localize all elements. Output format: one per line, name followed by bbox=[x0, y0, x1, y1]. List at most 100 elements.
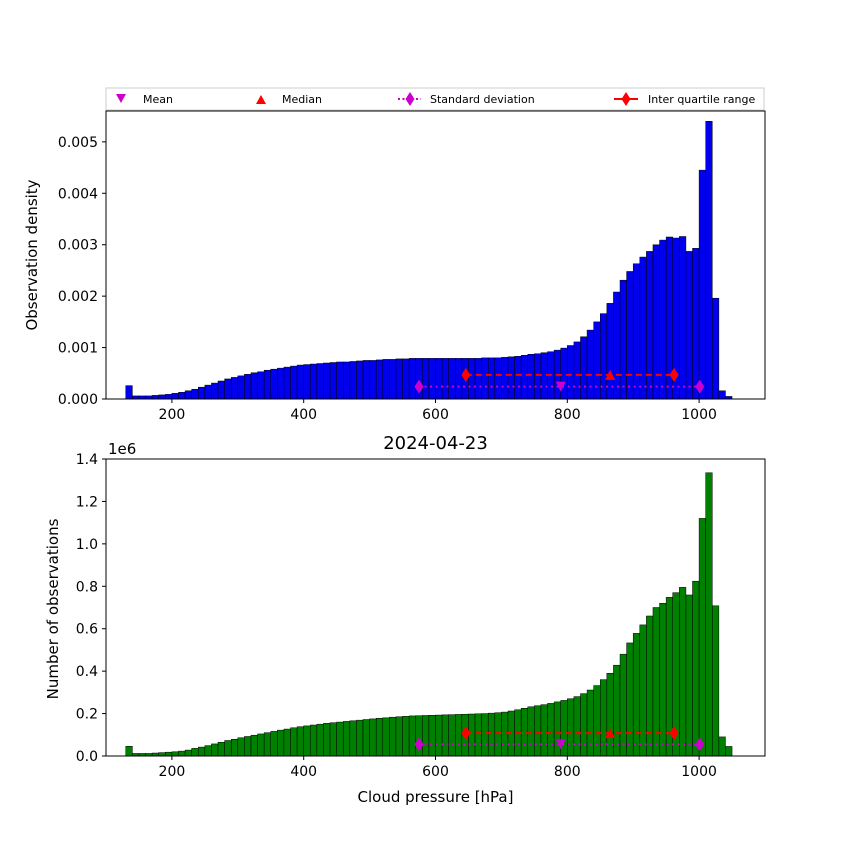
top-y-tick-label: 0.002 bbox=[58, 289, 98, 305]
top-histogram-bar bbox=[310, 363, 318, 400]
top-histogram-bar bbox=[698, 169, 706, 400]
top-histogram-bar bbox=[217, 380, 225, 400]
bottom-histogram-bar bbox=[586, 689, 594, 757]
bottom-histogram-bar bbox=[283, 728, 291, 757]
top-y-tick-label: 0.005 bbox=[58, 135, 98, 151]
top-histogram-bar bbox=[435, 358, 443, 400]
top-histogram-bar bbox=[303, 364, 311, 400]
top-histogram-bar bbox=[125, 385, 133, 400]
bottom-y-tick-label: 1.4 bbox=[76, 452, 98, 468]
bottom-histogram-bar bbox=[553, 701, 561, 757]
top-histogram-bar bbox=[606, 303, 614, 400]
bottom-histogram-bar bbox=[310, 724, 318, 757]
top-histogram-bar bbox=[441, 358, 449, 400]
top-std-high-marker bbox=[695, 379, 705, 394]
top-histogram-bar bbox=[250, 372, 258, 400]
top-histogram-bar bbox=[487, 357, 496, 400]
top-histogram-bar bbox=[468, 358, 476, 400]
bottom-histogram-bar bbox=[171, 751, 179, 757]
top-histogram-bar bbox=[184, 390, 192, 400]
top-histogram-bar bbox=[323, 362, 331, 400]
bottom-histogram-bar bbox=[626, 642, 634, 757]
bottom-histogram-bar bbox=[191, 748, 199, 757]
top-histogram-bar bbox=[619, 279, 627, 400]
bottom-y-tick-label: 0.8 bbox=[76, 579, 98, 595]
top-std-low-marker bbox=[414, 379, 424, 394]
bottom-histogram-bar bbox=[448, 714, 456, 757]
top-histogram-bar bbox=[336, 361, 344, 400]
bottom-histogram-bar bbox=[158, 752, 166, 757]
bottom-histogram-bar bbox=[382, 717, 390, 757]
top-histogram-bar bbox=[375, 359, 384, 400]
bottom-histogram-bar bbox=[356, 719, 364, 757]
bottom-y-axis-label: Number of observations bbox=[44, 518, 62, 699]
bottom-histogram-bar bbox=[705, 472, 713, 757]
bottom-histogram-bar bbox=[204, 745, 212, 757]
top-histogram-bar bbox=[382, 359, 390, 400]
bottom-y-tick-label: 1.2 bbox=[76, 494, 98, 510]
top-mean-marker bbox=[555, 381, 566, 392]
bottom-chart-panel: 2024-04-23 1e6 200 400 600 800 1000 0.00.20.… bbox=[44, 433, 766, 806]
top-histogram-bar bbox=[283, 366, 291, 400]
bottom-histogram-bar bbox=[362, 719, 370, 757]
bottom-histogram-bars bbox=[125, 472, 733, 757]
bottom-histogram-bar bbox=[560, 700, 568, 757]
legend: Mean Median Standard deviation Inter qua… bbox=[105, 87, 765, 111]
bottom-histogram-bar bbox=[435, 714, 443, 757]
bottom-histogram-bar bbox=[422, 715, 430, 757]
legend-label-std: Standard deviation bbox=[430, 93, 535, 106]
top-chart-panel: 200 400 600 800 1000 0.0000.0010.0020.0030.0… bbox=[23, 110, 766, 423]
top-histogram-bar bbox=[369, 360, 377, 400]
bottom-histogram-bar bbox=[290, 727, 298, 757]
top-histogram-bar bbox=[481, 357, 489, 400]
bottom-y-offset-label: 1e6 bbox=[108, 440, 136, 458]
top-histogram-bar bbox=[501, 357, 509, 400]
bottom-x-tick-label: 600 bbox=[422, 764, 449, 780]
bottom-histogram-bar bbox=[468, 713, 476, 757]
bottom-histogram-bar bbox=[441, 714, 449, 757]
top-x-tick-label: 400 bbox=[290, 407, 317, 423]
bottom-histogram-bar bbox=[349, 720, 357, 757]
top-y-tick-label: 0.001 bbox=[58, 341, 98, 357]
bottom-histogram-bar bbox=[540, 704, 548, 757]
top-x-tick-label: 1000 bbox=[681, 407, 717, 423]
bottom-histogram-bar bbox=[296, 726, 304, 757]
top-histogram-bar bbox=[705, 121, 713, 400]
bottom-histogram-bar bbox=[389, 716, 397, 757]
bottom-y-tick-label: 0.4 bbox=[76, 664, 98, 680]
bottom-histogram-bar bbox=[487, 712, 496, 757]
bottom-histogram-bar bbox=[270, 731, 278, 757]
bottom-histogram-bar bbox=[567, 698, 575, 757]
top-histogram-bar bbox=[329, 362, 337, 400]
bottom-histogram-bar bbox=[685, 594, 693, 757]
bottom-histogram-bar bbox=[547, 703, 555, 757]
bottom-histogram-bar bbox=[481, 713, 489, 757]
top-histogram-bar bbox=[402, 358, 410, 400]
top-histogram-bar bbox=[692, 248, 700, 400]
bottom-histogram-bar bbox=[619, 653, 627, 757]
mean-marker-icon bbox=[116, 94, 126, 103]
bottom-histogram-bar bbox=[178, 750, 186, 757]
bottom-histogram-bar bbox=[692, 580, 700, 757]
top-histogram-bar bbox=[540, 352, 548, 400]
top-histogram-bar bbox=[270, 368, 278, 400]
bottom-histogram-bar bbox=[230, 738, 239, 757]
bottom-histogram-bar bbox=[257, 733, 265, 757]
bottom-histogram-bar bbox=[217, 741, 225, 757]
bottom-histogram-bar bbox=[455, 714, 463, 757]
bottom-x-tick-label: 1000 bbox=[681, 764, 717, 780]
top-histogram-bar bbox=[507, 356, 515, 400]
top-histogram-bar bbox=[514, 356, 522, 400]
top-histogram-bar bbox=[712, 297, 720, 400]
bottom-statistics-overlay bbox=[414, 726, 705, 752]
top-histogram-bar bbox=[191, 388, 199, 400]
top-histogram-bar bbox=[573, 341, 581, 400]
top-histogram-bar bbox=[362, 360, 370, 400]
legend-entry-mean: Mean bbox=[116, 93, 173, 106]
top-histogram-bar bbox=[580, 336, 588, 400]
top-histogram-bars bbox=[125, 121, 733, 400]
top-histogram-bar bbox=[178, 392, 186, 400]
bottom-histogram-bar bbox=[224, 740, 232, 757]
top-histogram-bar bbox=[244, 374, 252, 400]
